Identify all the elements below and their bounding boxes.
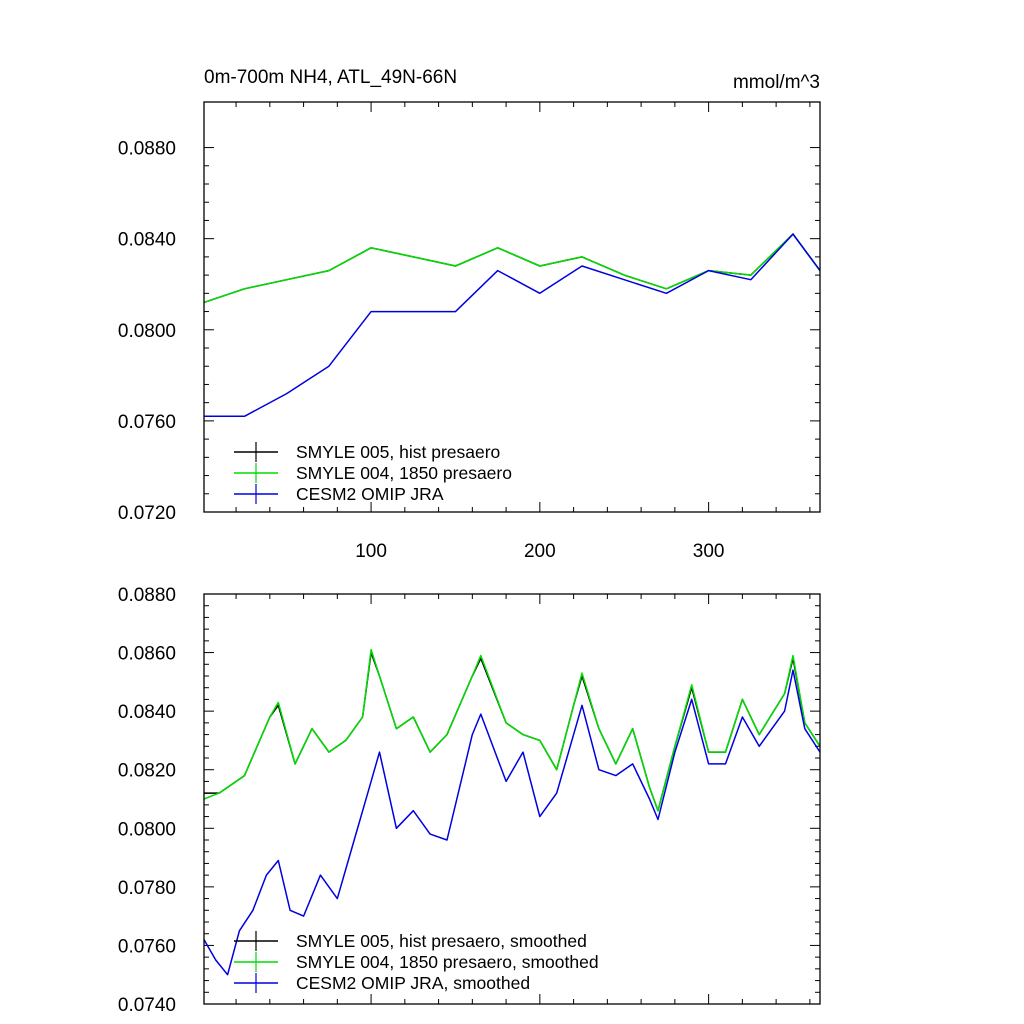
legend-label: CESM2 OMIP JRA, smoothed: [296, 973, 530, 993]
series-line-2: [203, 233, 821, 304]
y-tick-label: 0.0760: [118, 412, 176, 433]
top-panel-frame: [203, 101, 821, 513]
series-line-2: [203, 648, 821, 812]
y-tick-label: 0.0740: [118, 995, 176, 1016]
y-tick-label: 0.0860: [118, 644, 176, 665]
y-tick-label: 0.0800: [118, 819, 176, 840]
y-tick-label: 0.0880: [118, 585, 176, 606]
y-tick-label: 0.0840: [118, 230, 176, 251]
series-line-3: [204, 233, 821, 418]
y-tick-label: 0.0840: [118, 702, 176, 723]
top-panel-axes: 0.0720 0.0760 0.0800 0.0840 0.0880 100 200 300: [118, 102, 820, 562]
legend-label: SMYLE 004, 1850 presaero, smoothed: [296, 952, 599, 972]
top-panel-series: [203, 233, 821, 418]
top-panel-units: mmol/m^3: [733, 72, 820, 93]
x-tick-label: 300: [693, 541, 725, 562]
bottom-panel-series: [203, 648, 821, 976]
legend-label: CESM2 OMIP JRA: [296, 484, 444, 504]
bottom-panel-axes: 0.0740 0.0760 0.0780 0.0800 0.0820 0.0840 0.08…: [118, 585, 820, 1016]
y-tick-label: 0.0760: [118, 936, 176, 957]
bottom-panel-frame: [203, 593, 821, 1005]
y-tick-label: 0.0880: [118, 139, 176, 160]
y-tick-label: 0.0720: [118, 503, 176, 524]
x-tick-label: 200: [524, 541, 556, 562]
y-tick-label: 0.0780: [118, 878, 176, 899]
legend-label: SMYLE 005, hist presaero: [296, 442, 500, 462]
y-tick-label: 0.0820: [118, 761, 176, 782]
series-line-3: [203, 669, 821, 976]
bottom-panel-legend: SMYLE 005, hist presaero, smoothedSMYLE …: [234, 931, 599, 993]
legend-label: SMYLE 005, hist presaero, smoothed: [296, 931, 587, 951]
x-tick-label: 100: [355, 541, 387, 562]
top-panel: 0m-700m NH4, ATL_49N-66N mmol/m^3 0.0720…: [118, 67, 821, 562]
y-tick-label: 0.0800: [118, 321, 176, 342]
bottom-panel: 0.0740 0.0760 0.0780 0.0800 0.0820 0.0840 0.08…: [118, 585, 821, 1016]
legend-label: SMYLE 004, 1850 presaero: [296, 463, 512, 483]
top-panel-title: 0m-700m NH4, ATL_49N-66N: [204, 67, 457, 88]
